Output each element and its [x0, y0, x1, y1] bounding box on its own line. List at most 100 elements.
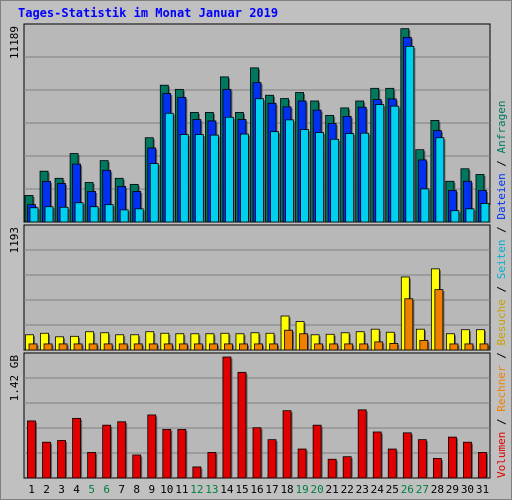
bar-volumen-day-21 — [327, 458, 337, 479]
bar-volumen-day-25 — [387, 448, 397, 479]
legend-entry-0: Volumen — [495, 432, 508, 478]
bar-rechner-day-17 — [269, 343, 278, 351]
bar-seiten-day-18 — [285, 119, 294, 223]
bar-rechner-day-7 — [118, 343, 128, 351]
bar-seiten-day-8 — [134, 208, 144, 223]
x-tick-label-day-11: 11 — [175, 483, 188, 496]
x-tick-label-day-25: 25 — [386, 483, 399, 496]
x-tick-label-day-30: 30 — [461, 483, 474, 496]
bar-seiten-day-23 — [360, 132, 370, 223]
x-tick-label-day-12: 12 — [190, 483, 203, 496]
legend-entry-7: / — [495, 220, 508, 240]
bar-seiten-day-22 — [345, 133, 355, 223]
x-tick-label-day-3: 3 — [58, 483, 65, 496]
bar-seiten-day-24 — [375, 104, 385, 223]
bar-seiten-day-31 — [480, 203, 490, 223]
bar-rechner-day-18 — [284, 329, 293, 351]
bar-volumen-day-9 — [147, 414, 157, 479]
bar-volumen-day-20 — [312, 424, 322, 479]
x-tick-label-day-28: 28 — [431, 483, 444, 496]
bar-rechner-day-4 — [73, 343, 83, 351]
bar-volumen-day-1 — [27, 420, 36, 479]
bar-rechner-day-1 — [28, 343, 38, 351]
x-tick-label-day-4: 4 — [73, 483, 80, 496]
bar-volumen-day-6 — [102, 424, 112, 479]
bar-rechner-day-10 — [163, 343, 173, 351]
x-tick-label-day-8: 8 — [133, 483, 140, 496]
bar-rechner-day-31 — [479, 343, 489, 351]
y-axis-max-label-panel-2: 1193 — [8, 227, 21, 254]
bar-seiten-day-2 — [44, 206, 54, 223]
bar-volumen-day-5 — [87, 452, 97, 479]
bar-volumen-day-28 — [432, 458, 442, 479]
bar-rechner-day-19 — [299, 333, 308, 351]
bar-volumen-day-15 — [237, 371, 247, 479]
bar-seiten-day-21 — [330, 138, 340, 223]
bar-seiten-day-28 — [435, 137, 445, 223]
bar-rechner-day-2 — [43, 343, 53, 351]
bar-seiten-day-4 — [74, 202, 84, 223]
bar-seiten-day-6 — [104, 204, 114, 223]
bar-seiten-day-26 — [405, 45, 415, 223]
x-tick-label-day-7: 7 — [118, 483, 125, 496]
bar-rechner-day-9 — [148, 343, 158, 351]
bar-volumen-day-30 — [463, 441, 472, 479]
bar-rechner-day-27 — [419, 339, 429, 351]
bar-rechner-day-8 — [133, 343, 143, 351]
bar-volumen-day-26 — [402, 432, 412, 479]
bar-seiten-day-17 — [270, 131, 279, 223]
bar-volumen-day-29 — [448, 436, 457, 479]
chart-title: Tages-Statistik im Monat Januar 2019 — [18, 6, 279, 20]
x-tick-label-day-17: 17 — [265, 483, 278, 496]
bar-rechner-day-6 — [103, 343, 113, 351]
x-tick-label-day-15: 15 — [235, 483, 248, 496]
bar-seiten-day-19 — [300, 129, 309, 223]
y-axis-max-label-panel-3: 1.42 GB — [8, 355, 21, 402]
bar-rechner-day-30 — [464, 343, 474, 351]
bar-seiten-day-30 — [465, 208, 475, 223]
bar-volumen-day-7 — [117, 421, 127, 479]
bar-volumen-day-27 — [417, 439, 427, 479]
bar-rechner-day-29 — [449, 343, 459, 351]
bar-seiten-day-15 — [240, 133, 249, 223]
y-axis-max-label-panel-1: 11189 — [8, 26, 21, 59]
bar-rechner-day-26 — [404, 298, 414, 351]
bar-rechner-day-16 — [254, 343, 263, 351]
bar-volumen-day-16 — [252, 427, 262, 479]
bar-volumen-day-14 — [222, 356, 232, 479]
x-tick-label-day-14: 14 — [220, 483, 234, 496]
bar-rechner-day-3 — [58, 343, 68, 351]
x-tick-label-day-21: 21 — [326, 483, 339, 496]
bar-volumen-day-12 — [192, 466, 202, 479]
bar-rechner-day-25 — [389, 343, 399, 351]
bar-seiten-day-27 — [420, 188, 430, 223]
bar-volumen-day-24 — [372, 431, 382, 479]
x-tick-label-day-1: 1 — [28, 483, 35, 496]
bar-volumen-day-31 — [478, 452, 487, 479]
bar-seiten-day-14 — [225, 116, 234, 223]
bar-volumen-day-11 — [177, 429, 187, 479]
bar-rechner-day-24 — [374, 341, 384, 351]
bar-seiten-day-1 — [29, 207, 39, 223]
x-tick-label-day-13: 13 — [205, 483, 218, 496]
bar-seiten-day-3 — [59, 206, 69, 223]
bar-rechner-day-23 — [359, 343, 369, 351]
bar-seiten-day-12 — [194, 134, 204, 223]
bar-volumen-day-22 — [342, 456, 352, 479]
bar-seiten-day-7 — [119, 209, 129, 223]
bar-volumen-day-23 — [357, 409, 367, 479]
x-tick-label-day-26: 26 — [401, 483, 414, 496]
bar-volumen-day-18 — [282, 410, 292, 479]
bar-rechner-day-11 — [178, 343, 188, 351]
x-tick-label-day-20: 20 — [311, 483, 324, 496]
x-tick-label-day-31: 31 — [476, 483, 489, 496]
bar-seiten-day-13 — [209, 134, 219, 223]
bar-volumen-day-4 — [72, 417, 81, 479]
legend-entry-3: / — [495, 346, 508, 366]
x-tick-label-day-16: 16 — [250, 483, 263, 496]
legend-entry-6: Seiten — [495, 240, 508, 280]
x-tick-label-day-19: 19 — [295, 483, 308, 496]
bar-volumen-day-2 — [42, 441, 51, 479]
bar-rechner-day-14 — [224, 343, 233, 351]
